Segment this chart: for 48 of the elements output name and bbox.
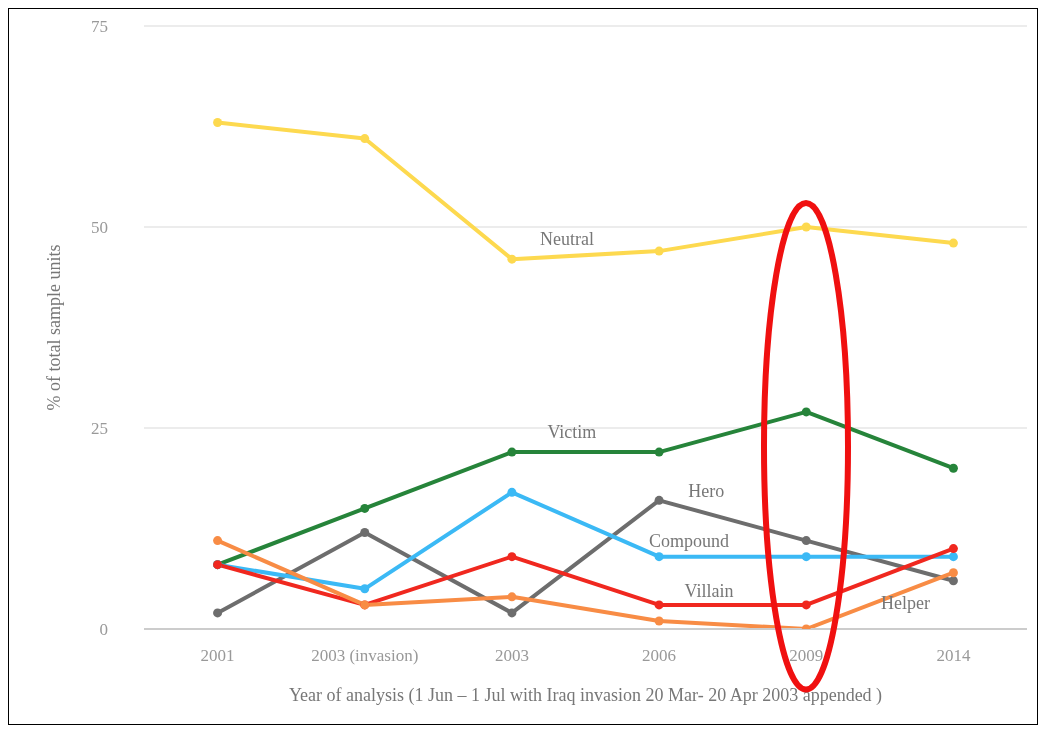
point: [507, 254, 517, 264]
point: [948, 552, 958, 562]
point: [801, 536, 811, 546]
x-tick-label: 2014: [936, 646, 971, 666]
x-tick-label: 2003: [494, 646, 529, 666]
point: [507, 552, 517, 562]
point: [507, 608, 517, 618]
point: [507, 487, 517, 497]
point: [360, 528, 370, 538]
point: [360, 503, 370, 513]
x-tick-label: 2003 (invasion): [311, 646, 419, 666]
y-tick-label: 25: [91, 419, 108, 439]
point: [360, 134, 370, 144]
point: [654, 447, 664, 457]
y-tick-label: 75: [91, 17, 108, 37]
point: [507, 447, 517, 457]
point: [948, 568, 958, 578]
point: [654, 600, 664, 610]
point: [801, 600, 811, 610]
point: [213, 117, 223, 127]
x-axis-title: Year of analysis (1 Jun – 1 Jul with Iraq invasion 20 Mar- 20 Apr 2003 appended ): [288, 685, 883, 706]
point: [507, 592, 517, 602]
point: [801, 552, 811, 562]
point: [654, 616, 664, 626]
point: [360, 584, 370, 594]
point: [801, 222, 811, 232]
point: [654, 552, 664, 562]
y-tick-label: 50: [91, 218, 108, 238]
point: [654, 495, 664, 505]
series-label: Hero: [688, 480, 725, 501]
y-tick-label: 0: [99, 620, 108, 640]
point: [948, 576, 958, 586]
series-label: Neutral: [539, 229, 594, 250]
point: [213, 536, 223, 546]
x-tick-label: 2006: [642, 646, 677, 666]
x-tick-label: 2001: [200, 646, 235, 666]
point: [948, 238, 958, 248]
point: [948, 463, 958, 473]
point: [948, 544, 958, 554]
x-tick-label: 2009: [789, 646, 824, 666]
y-axis-title: % of total sample units: [44, 244, 65, 411]
series-label: Villain: [684, 580, 734, 601]
point: [654, 246, 664, 256]
series-label: Compound: [649, 530, 730, 551]
point: [213, 608, 223, 618]
series-label: Victim: [547, 422, 597, 443]
point: [801, 407, 811, 417]
series-label: Helper: [880, 592, 930, 613]
